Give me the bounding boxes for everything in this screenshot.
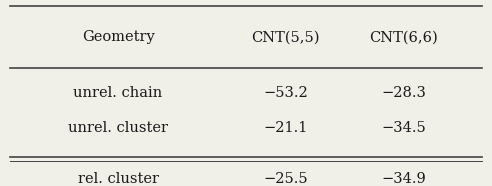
Text: rel. cluster: rel. cluster [78, 171, 158, 186]
Text: unrel. chain: unrel. chain [73, 86, 163, 100]
Text: −34.5: −34.5 [381, 121, 426, 135]
Text: −21.1: −21.1 [263, 121, 308, 135]
Text: CNT(6,6): CNT(6,6) [369, 30, 438, 44]
Text: −25.5: −25.5 [263, 171, 308, 186]
Text: −53.2: −53.2 [263, 86, 308, 100]
Text: −34.9: −34.9 [381, 171, 426, 186]
Text: unrel. cluster: unrel. cluster [68, 121, 168, 135]
Text: Geometry: Geometry [82, 30, 154, 44]
Text: CNT(5,5): CNT(5,5) [251, 30, 320, 44]
Text: −28.3: −28.3 [381, 86, 426, 100]
